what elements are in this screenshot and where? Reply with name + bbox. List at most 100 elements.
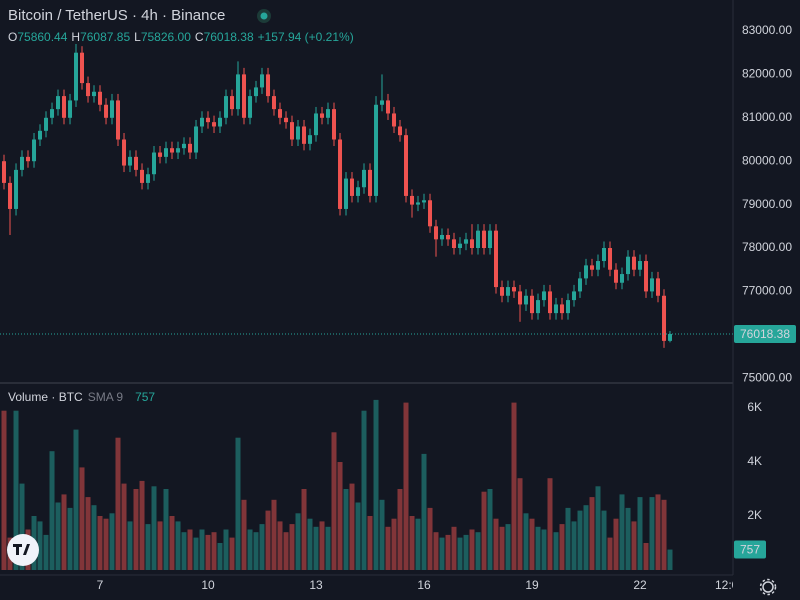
legend-value: 75860.44 <box>17 30 67 44</box>
volume-bar <box>403 402 409 570</box>
volume-bar <box>181 532 187 570</box>
candle-body <box>356 187 361 196</box>
volume-bar <box>259 524 265 570</box>
candle-body <box>181 143 186 149</box>
candle-body <box>415 202 420 205</box>
volume-bar <box>265 510 271 570</box>
candle-body <box>518 291 523 305</box>
candle-body <box>325 109 330 118</box>
y-tick-label: 83000.00 <box>742 23 792 37</box>
volume-bar <box>79 467 85 570</box>
y-tick-label: 79000.00 <box>742 197 792 211</box>
candle-body <box>584 265 589 279</box>
candle-body <box>73 52 78 101</box>
candle-body <box>572 291 577 301</box>
candle-body <box>332 109 337 140</box>
candle-body <box>343 178 348 209</box>
candle-body <box>145 174 150 183</box>
volume-bar <box>19 483 25 570</box>
volume-bar <box>157 521 163 570</box>
volume-bar <box>451 526 457 570</box>
candle-body <box>199 117 204 127</box>
candle-body <box>116 100 121 140</box>
candle-body <box>620 274 625 283</box>
candle-body <box>68 100 73 118</box>
volume-bar <box>43 534 49 570</box>
candle-body <box>1 161 6 183</box>
legend-key: L <box>134 30 141 44</box>
legend-key: O <box>8 30 17 44</box>
candle-body <box>296 126 301 140</box>
candle-body <box>368 169 373 196</box>
volume-bar <box>271 499 277 570</box>
volume-bar <box>307 518 313 570</box>
volume-bar <box>631 521 637 570</box>
volume-bar <box>625 507 631 570</box>
volume-bar <box>283 532 289 570</box>
candle-body <box>307 135 312 144</box>
volume-bar <box>589 497 595 570</box>
volume-bar <box>217 543 223 570</box>
volume-bar <box>487 489 493 570</box>
candle-body <box>320 113 325 118</box>
candle-body <box>134 156 139 170</box>
candle-body <box>410 195 415 205</box>
volume-bar <box>1 410 7 570</box>
volume-bar <box>415 518 421 570</box>
legend-key: H <box>71 30 80 44</box>
candle-body <box>26 156 31 162</box>
candle-body <box>523 295 528 305</box>
y-tick-label: 75000.00 <box>742 370 792 384</box>
ohlc-legend: O75860.44 H76087.85 L75826.00 C76018.38 +157… <box>8 30 354 44</box>
candle-body <box>19 156 24 170</box>
volume-bar <box>601 510 607 570</box>
status-dot <box>260 12 268 20</box>
volume-bar <box>223 529 229 570</box>
x-tick-label: 13 <box>309 578 323 592</box>
volume-bar <box>481 491 487 570</box>
candle-body <box>224 96 229 118</box>
candle-body <box>428 200 433 227</box>
candle-body <box>505 287 510 296</box>
volume-bar <box>109 513 115 570</box>
volume-bar <box>187 529 193 570</box>
candle-body <box>458 243 463 249</box>
candle-body <box>656 278 661 296</box>
volume-bar <box>511 402 517 570</box>
volume-bar <box>397 489 403 570</box>
candle-body <box>476 230 481 249</box>
legend-value: 76087.85 <box>80 30 130 44</box>
x-tick-label: 10 <box>201 578 215 592</box>
candle-body <box>314 113 319 136</box>
volume-bar <box>229 537 235 570</box>
candle-body <box>98 91 103 105</box>
x-tick-label: 7 <box>97 578 104 592</box>
volume-bar <box>565 507 571 570</box>
volume-bar <box>13 410 19 570</box>
candle-body <box>530 295 535 314</box>
volume-bar <box>49 451 55 570</box>
legend-value: 75826.00 <box>141 30 191 44</box>
volume-bar <box>175 521 181 570</box>
candle-body <box>649 278 654 292</box>
candle-body <box>266 74 271 97</box>
volume-bar <box>295 513 301 570</box>
volume-bar <box>559 524 565 570</box>
volume-bar <box>145 524 151 570</box>
volume-bar <box>169 516 175 570</box>
last-price-label: 76018.38 <box>740 327 790 341</box>
volume-bar <box>649 497 655 570</box>
candle-body <box>374 104 379 196</box>
volume-bar <box>199 529 205 570</box>
volume-bar <box>301 489 307 570</box>
settings-icon[interactable] <box>759 578 777 596</box>
volume-bar <box>97 516 103 570</box>
legend-value: 76018.38 <box>204 30 254 44</box>
candle-body <box>188 143 193 153</box>
volume-bar <box>427 507 433 570</box>
volume-bar <box>319 521 325 570</box>
volume-bar <box>349 483 355 570</box>
volume-bar <box>139 480 145 570</box>
candle-body <box>91 91 96 97</box>
